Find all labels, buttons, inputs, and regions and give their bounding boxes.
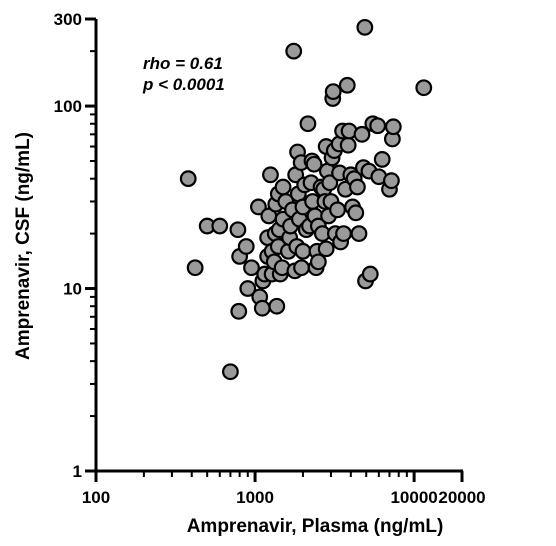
data-point bbox=[383, 172, 400, 190]
data-point bbox=[239, 280, 257, 297]
data-point bbox=[369, 117, 387, 135]
data-point bbox=[179, 170, 197, 188]
ticks bbox=[85, 17, 464, 482]
data-point bbox=[350, 225, 368, 243]
y-tick-label: 10 bbox=[63, 280, 82, 299]
data-point bbox=[262, 166, 279, 184]
tick-labels: 100 1000 10000 20000 1 10 100 300 bbox=[54, 10, 486, 507]
data-point bbox=[285, 42, 303, 60]
x-tick-label: 1000 bbox=[236, 488, 274, 507]
data-point bbox=[186, 259, 204, 277]
data-point bbox=[384, 118, 402, 136]
data-point bbox=[305, 155, 323, 173]
data-point bbox=[253, 299, 271, 317]
y-tick-label: 300 bbox=[54, 10, 82, 29]
data-point bbox=[356, 18, 374, 36]
axes: 100 1000 10000 20000 1 10 100 300 bbox=[54, 10, 486, 507]
data-point bbox=[335, 225, 352, 243]
data-point bbox=[309, 253, 327, 271]
y-tick-label: 100 bbox=[54, 97, 82, 116]
data-point bbox=[317, 240, 335, 258]
data-point bbox=[338, 76, 356, 94]
data-point bbox=[211, 217, 229, 235]
data-point bbox=[237, 238, 255, 255]
y-tick-label: 1 bbox=[73, 462, 82, 481]
x-tick-label: 10000 bbox=[390, 488, 437, 507]
data-point bbox=[339, 136, 357, 154]
data-point bbox=[321, 174, 339, 192]
y-axis-title: Amprenavir, CSF (ng/mL) bbox=[13, 132, 34, 360]
x-axis-title: Amprenavir, Plasma (ng/mL) bbox=[187, 516, 444, 537]
data-point bbox=[222, 363, 239, 381]
data-point bbox=[230, 302, 248, 320]
data-point bbox=[349, 178, 366, 196]
data-point bbox=[274, 178, 292, 196]
annotation-rho: rho = 0.61 bbox=[143, 54, 223, 73]
data-point bbox=[268, 297, 286, 315]
data-point bbox=[229, 221, 247, 239]
data-point bbox=[294, 242, 312, 260]
annotation-p-value: p < 0.0001 bbox=[142, 75, 225, 94]
data-point bbox=[243, 259, 260, 277]
data-point bbox=[299, 115, 317, 133]
data-point bbox=[324, 83, 342, 101]
data-point bbox=[353, 125, 371, 143]
data-point bbox=[361, 265, 379, 283]
data-point bbox=[373, 151, 391, 168]
data-point bbox=[415, 79, 433, 97]
data-point bbox=[250, 198, 267, 216]
data-point bbox=[293, 259, 310, 277]
data-point bbox=[347, 204, 365, 222]
x-tick-label: 20000 bbox=[438, 488, 485, 507]
data-points bbox=[179, 18, 433, 381]
x-tick-label: 100 bbox=[82, 488, 110, 507]
data-point bbox=[329, 201, 346, 219]
